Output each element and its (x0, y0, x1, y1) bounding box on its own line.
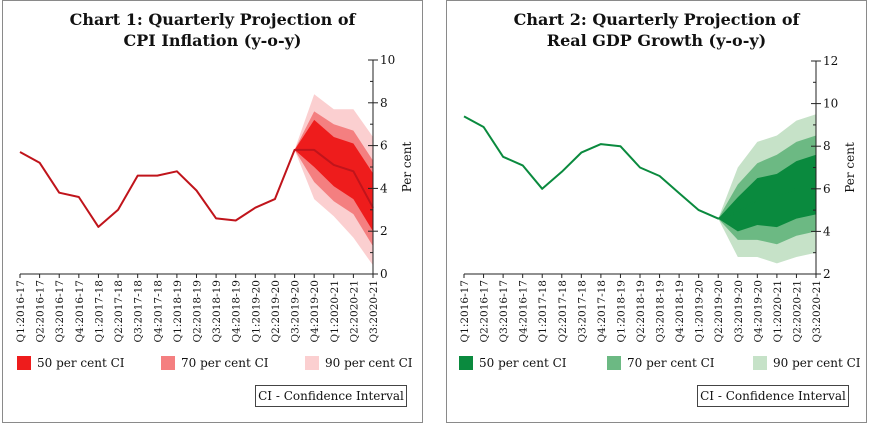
x-tick-label: Q1:2019-20 (250, 280, 262, 342)
legend-label-ci90: 90 per cent CI (773, 356, 861, 370)
x-tick-label: Q3:2016-17 (54, 280, 66, 342)
legend-swatch-ci50 (459, 356, 473, 370)
y-tick-label: 8 (380, 96, 388, 110)
chart-legend: 50 per cent CI 70 per cent CI 90 per cen… (3, 356, 422, 376)
y-tick-label: 4 (380, 181, 388, 195)
chart-title-line-2: Real GDP Growth (y-o-y) (546, 31, 767, 50)
y-tick-label: 6 (380, 139, 388, 153)
x-tick-label: Q4:2019-20 (752, 280, 764, 342)
y-tick-label: 12 (823, 54, 838, 68)
x-tick-label: Q2:2017-18 (113, 280, 125, 342)
series-line (463, 115, 817, 220)
chart-title-line-1: Chart 1: Quarterly Projection of (69, 10, 356, 29)
x-tick-label: Q1:2016-17 (459, 280, 471, 342)
chart-panel-cpi: Chart 1: Quarterly Projection of CPI Inf… (2, 0, 423, 423)
x-tick-label: Q1:2017-18 (93, 280, 105, 342)
x-tick-label: Q2:2019-20 (270, 280, 282, 342)
x-tick-label: Q1:2020-21 (772, 280, 784, 342)
y-tick-label: 6 (823, 182, 831, 196)
y-tick-label: 10 (823, 97, 838, 111)
legend-swatch-ci70 (161, 356, 175, 370)
x-tick-label: Q3:2019-20 (733, 280, 745, 342)
legend-item-ci90: 90 per cent CI (753, 356, 861, 370)
x-tick-label: Q3:2016-17 (498, 280, 510, 342)
chart-legend: 50 per cent CI 70 per cent CI 90 per cen… (447, 356, 866, 376)
x-tick-label: Q1:2016-17 (15, 280, 27, 342)
x-tick-label: Q4:2017-18 (596, 280, 608, 342)
legend-label-ci70: 70 per cent CI (181, 356, 269, 370)
legend-label-ci50: 50 per cent CI (479, 356, 567, 370)
series-line (19, 148, 374, 228)
chart-panel-gdp: Chart 2: Quarterly Projection of Real GD… (446, 0, 867, 423)
x-tick-label: Q1:2020-21 (329, 280, 341, 342)
x-tick-label: Q1:2019-20 (694, 280, 706, 342)
y-tick-label: 2 (380, 224, 388, 238)
x-tick-label: Q3:2017-18 (133, 280, 145, 342)
legend-item-ci70: 70 per cent CI (161, 356, 269, 370)
chart-title: Chart 1: Quarterly Projection of CPI Inf… (3, 9, 422, 51)
legend-swatch-ci50 (17, 356, 31, 370)
legend-swatch-ci70 (607, 356, 621, 370)
x-tick-label: Q2:2020-21 (791, 280, 803, 342)
legend-item-ci90: 90 per cent CI (305, 356, 413, 370)
legend-item-ci70: 70 per cent CI (607, 356, 715, 370)
gdp-fan-chart: Q1:2016-17 Q2:2016-17 Q3:2016-17 Q4:2016-17… (459, 54, 857, 342)
x-tick-label: Q3:2020-21 (368, 280, 380, 342)
x-tick-label: Q1:2017-18 (537, 280, 549, 342)
x-tick-label: Q4:2019-20 (309, 280, 321, 342)
fan-band-ci50 (294, 119, 373, 232)
fan-band-ci50 (718, 154, 816, 232)
x-tick-label: Q4:2016-17 (518, 280, 530, 342)
x-tick-label: Q3:2020-21 (811, 280, 823, 342)
y-tick-label: 2 (823, 267, 831, 281)
x-tick-label: Q4:2016-17 (74, 280, 86, 342)
legend-label-ci50: 50 per cent CI (37, 356, 125, 370)
y-tick-label: 8 (823, 139, 831, 153)
y-axis-label: Per cent (843, 142, 857, 193)
ci-note-box: CI - Confidence Interval (697, 385, 849, 407)
x-tick-label: Q3:2017-18 (576, 280, 588, 342)
x-tick-label: Q4:2018-19 (674, 280, 686, 342)
x-tick-label: Q2:2019-20 (713, 280, 725, 342)
x-tick-label: Q4:2018-19 (231, 280, 243, 342)
legend-swatch-ci90 (753, 356, 767, 370)
ci-note-box: CI - Confidence Interval (255, 385, 407, 407)
y-tick-label: 4 (823, 224, 831, 238)
x-tick-label: Q1:2018-19 (615, 280, 627, 342)
x-tick-label: Q1:2018-19 (172, 280, 184, 342)
x-tick-label: Q2:2017-18 (557, 280, 569, 342)
legend-label-ci90: 90 per cent CI (325, 356, 413, 370)
y-tick-label: 0 (380, 267, 388, 281)
x-tick-label: Q2:2016-17 (479, 280, 491, 342)
x-tick-label: Q2:2020-21 (348, 280, 360, 342)
legend-item-ci50: 50 per cent CI (459, 356, 567, 370)
x-tick-label: Q2:2018-19 (635, 280, 647, 342)
x-tick-label: Q2:2018-19 (192, 280, 204, 342)
x-tick-label: Q3:2018-19 (655, 280, 667, 342)
legend-swatch-ci90 (305, 356, 319, 370)
chart-title-line-1: Chart 2: Quarterly Projection of (513, 10, 800, 29)
chart-title-line-2: CPI Inflation (y-o-y) (123, 31, 302, 50)
cpi-fan-chart: Q1:2016-17 Q2:2016-17 Q3:2016-17 Q4:2016-17… (15, 53, 414, 342)
x-tick-label: Q3:2018-19 (211, 280, 223, 342)
x-tick-label: Q2:2016-17 (35, 280, 47, 342)
x-tick-label: Q4:2017-18 (152, 280, 164, 342)
legend-item-ci50: 50 per cent CI (17, 356, 125, 370)
chart-title: Chart 2: Quarterly Projection of Real GD… (447, 9, 866, 51)
legend-label-ci70: 70 per cent CI (627, 356, 715, 370)
y-tick-label: 10 (380, 53, 395, 67)
x-tick-label: Q3:2019-20 (290, 280, 302, 342)
y-axis-label: Per cent (400, 142, 414, 193)
